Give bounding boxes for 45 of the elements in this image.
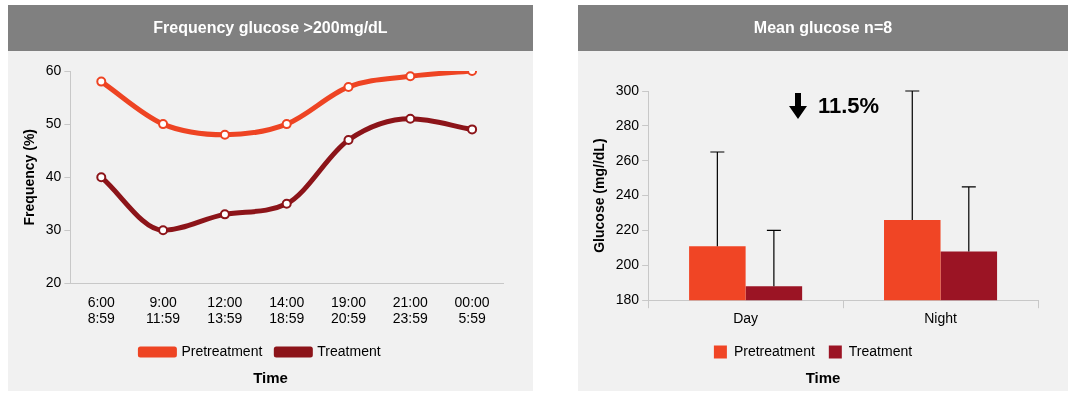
x-tick-label: 14:00 18:59: [269, 293, 305, 327]
y-tick-label: 220: [615, 221, 640, 238]
x-tick-label: 9:00 11:59: [146, 293, 181, 327]
y-tick-label: 280: [615, 116, 640, 133]
legend-label: Treatment: [848, 342, 913, 359]
point: [96, 172, 107, 183]
x-tick-label: Night: [924, 310, 957, 327]
x-tick-label: Day: [733, 310, 759, 327]
legend-label: Pretreatment: [181, 342, 263, 359]
y-axis-title: Frequency (%): [21, 128, 38, 226]
y-tick-label: 180: [615, 291, 640, 308]
point: [96, 76, 107, 87]
point: [343, 81, 354, 92]
annotation: 11.5%: [818, 93, 880, 119]
point: [343, 135, 354, 146]
point: [405, 113, 416, 124]
point: [158, 225, 169, 236]
y-tick-label: 260: [615, 151, 640, 168]
x-tick-label: 6:00 8:59: [87, 293, 116, 327]
point: [281, 198, 292, 209]
y-tick-label: 200: [615, 256, 640, 273]
legend-label: Pretreatment: [733, 342, 815, 359]
point: [405, 71, 416, 82]
chart-title: Mean glucose n=8: [578, 5, 1068, 51]
point: [467, 124, 478, 135]
y-axis-title: Glucose (mg//dL): [591, 138, 608, 253]
y-tick-label: 40: [45, 168, 62, 185]
x-axis-title: Time: [804, 369, 842, 388]
y-tick-label: 240: [615, 186, 640, 203]
y-tick-label: 300: [615, 81, 640, 98]
x-tick-label: 00:00 5:59: [454, 293, 490, 327]
chart-title: Frequency glucose >200mg/dL: [8, 5, 533, 51]
point: [158, 119, 169, 130]
y-tick-label: 20: [45, 274, 62, 291]
x-axis-title: Time: [252, 369, 289, 388]
y-tick-label: 60: [45, 61, 62, 78]
legend-label: Treatment: [317, 342, 381, 359]
y-tick-label: 30: [45, 221, 62, 238]
point: [219, 209, 230, 220]
point: [281, 119, 292, 130]
x-tick-label: 12:00 13:59: [207, 293, 243, 327]
point: [219, 129, 230, 140]
x-tick-label: 21:00 23:59: [392, 293, 429, 327]
y-tick-label: 50: [45, 114, 62, 131]
x-tick-label: 19:00 20:59: [330, 293, 367, 327]
